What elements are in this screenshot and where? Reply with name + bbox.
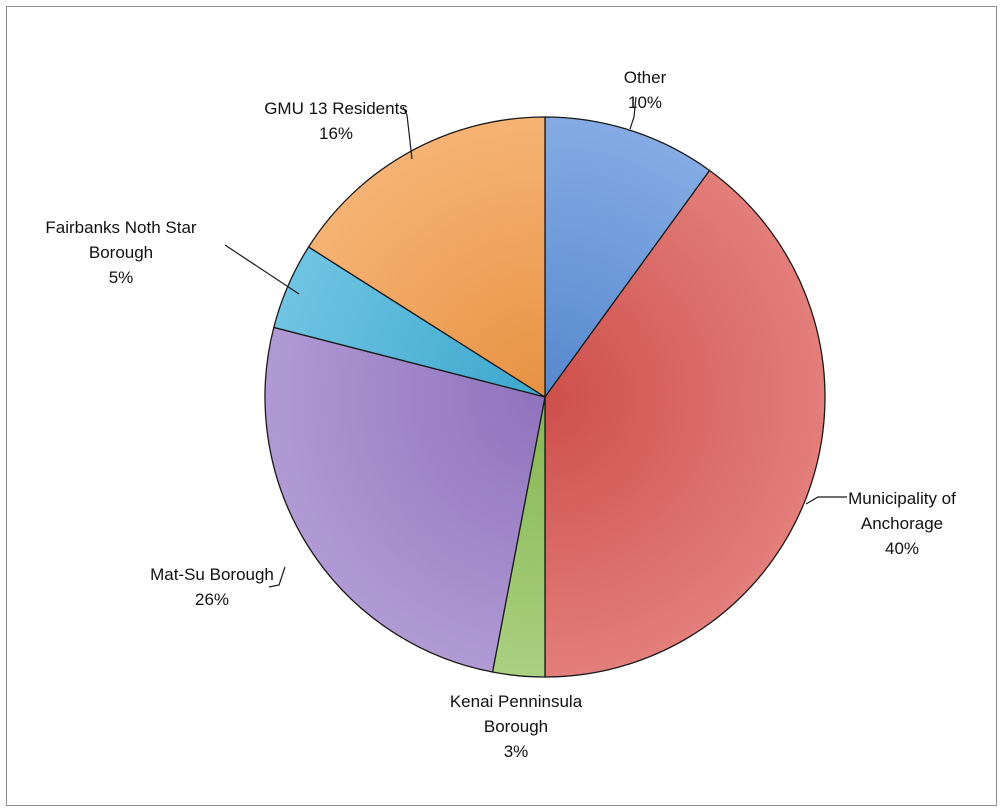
slice-label-mat-su-borough: Mat-Su Borough 26% <box>150 565 274 609</box>
slice-label-kenai-penninsula-borough: Kenai Penninsula Borough 3% <box>450 692 583 761</box>
slices-layer <box>264 116 826 678</box>
pie-slice-mat-su-borough <box>264 326 546 673</box>
pie-chart: Other 10% Municipality of Anchorage 40% Kenai… <box>45 68 956 761</box>
slice-label-gmu-13-residents: GMU 13 Residents 16% <box>264 99 408 143</box>
leader-line-other <box>629 96 637 130</box>
chart-frame: Other 10% Municipality of Anchorage 40% Kenai… <box>6 6 997 806</box>
labels-layer: Other 10% Municipality of Anchorage 40% Kenai… <box>45 68 956 761</box>
leader-line-mat-su-borough <box>268 566 286 588</box>
pie-slice-municipality-of-anchorage <box>544 169 826 678</box>
slice-label-municipality-of-anchorage: Municipality of Anchorage 40% <box>848 489 956 558</box>
leader-lines <box>224 96 847 588</box>
leader-line-municipality-of-anchorage <box>805 496 847 505</box>
leader-line-gmu-13-residents <box>402 106 413 160</box>
pie-slice-gmu-13-residents <box>307 116 546 399</box>
slice-label-fairbanks-noth-star-borough: Fairbanks Noth Star Borough 5% <box>45 218 197 287</box>
leader-line-fairbanks-noth-star-borough <box>224 244 300 295</box>
pie-slice-other <box>544 116 711 400</box>
slice-label-other: Other 10% <box>624 68 667 112</box>
